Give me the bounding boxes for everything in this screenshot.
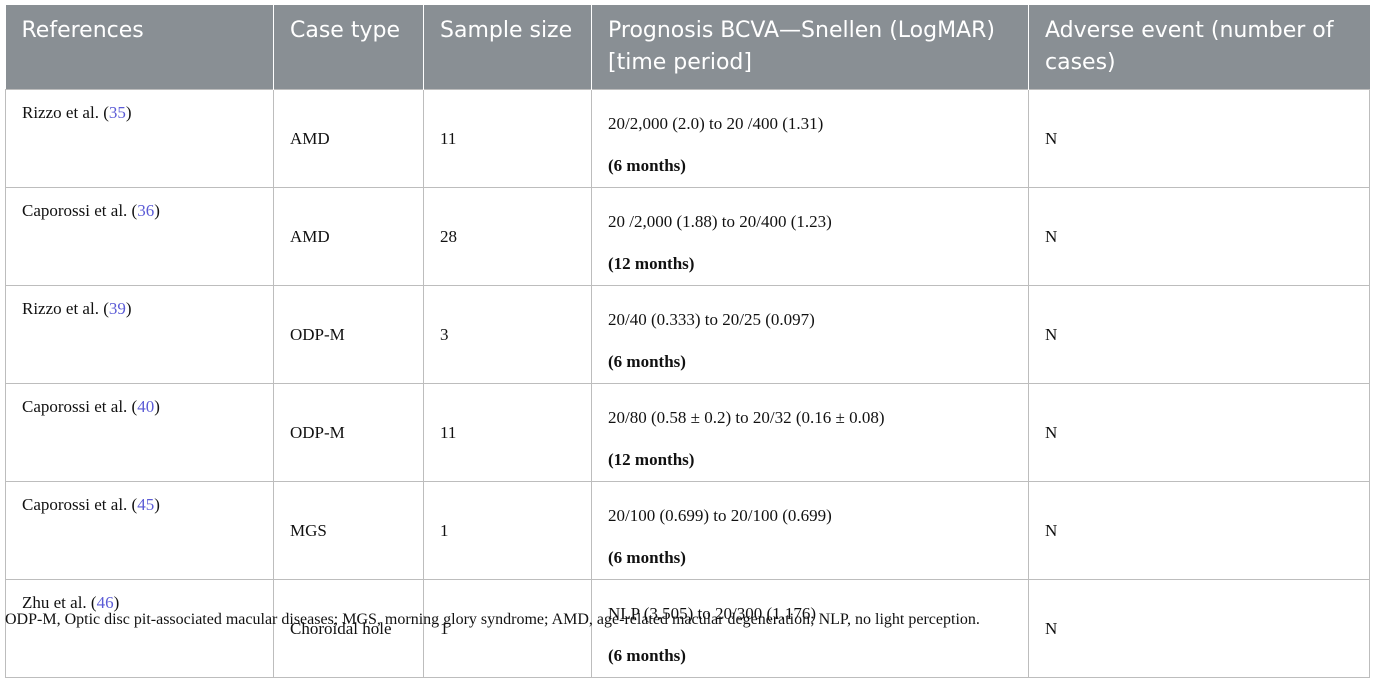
adverse-event-cell: N [1028, 89, 1370, 188]
prognosis-cell: 20 /2,000 (1.88) to 20/400 (1.23) (12 mon… [591, 187, 1029, 286]
bcva-value: NLP (3.505) to 20/300 (1.176) [608, 604, 817, 623]
sample-size-cell: 11 [423, 383, 592, 482]
time-period: (12 months) [608, 450, 695, 469]
time-period: (6 months) [608, 548, 686, 567]
reference-author: Rizzo et al. ( [22, 103, 109, 122]
table-row: Caporossi et al. (40) ODP-M 11 20/80 (0.… [5, 383, 1370, 482]
adverse-event-cell: N [1028, 481, 1370, 580]
citation-link[interactable]: 35 [108, 103, 126, 122]
reference-close: ) [125, 103, 132, 122]
adverse-event-cell: N [1028, 187, 1370, 286]
table-footnote: ODP-M, Optic disc pit-associated macular… [5, 611, 980, 628]
reference-author: Caporossi et al. ( [22, 201, 138, 220]
bcva-value: 20 /2,000 (1.88) to 20/400 (1.23) [608, 212, 832, 231]
bcva-value: 20/80 (0.58 ± 0.2) to 20/32 (0.16 ± 0.08… [608, 408, 885, 427]
header-prognosis: Prognosis BCVA—Snellen (LogMAR) [time pe… [591, 5, 1029, 90]
table-row: Rizzo et al. (35) AMD 11 20/2,000 (2.0) … [5, 89, 1370, 188]
header-row: References Case type Sample size Prognos… [5, 5, 1370, 90]
reference-close: ) [154, 201, 160, 220]
sample-size-cell: 3 [423, 285, 592, 384]
table-row: Rizzo et al. (39) ODP-M 3 20/40 (0.333) … [5, 285, 1370, 384]
reference-author: Caporossi et al. ( [22, 495, 138, 514]
sample-size-cell: 11 [423, 89, 592, 188]
bcva-value: 20/2,000 (2.0) to 20 /400 (1.31) [608, 114, 824, 133]
reference-cell: Rizzo et al. (39) [5, 285, 274, 384]
reference-close: ) [113, 593, 120, 612]
reference-close: ) [125, 299, 132, 318]
prognosis-cell: 20/2,000 (2.0) to 20 /400 (1.31) (6 month… [591, 89, 1029, 188]
prognosis-cell: 20/40 (0.333) to 20/25 (0.097) (6 months) [591, 285, 1029, 384]
table-row: Caporossi et al. (45) MGS 1 20/100 (0.69… [5, 481, 1370, 580]
reference-author: Caporossi et al. ( [22, 397, 138, 416]
citation-link[interactable]: 39 [108, 299, 126, 318]
header-case-type: Case type [273, 5, 424, 90]
reference-close: ) [154, 397, 160, 416]
reference-author: Rizzo et al. ( [22, 299, 109, 318]
adverse-event-cell: N [1028, 383, 1370, 482]
bcva-value: 20/100 (0.699) to 20/100 (0.699) [608, 506, 832, 525]
adverse-event-cell: N [1028, 285, 1370, 384]
citation-link[interactable]: 46 [96, 593, 114, 612]
case-type-cell: MGS [273, 481, 424, 580]
time-period: (6 months) [608, 352, 686, 371]
results-table: References Case type Sample size Prognos… [5, 5, 1370, 678]
reference-close: ) [154, 495, 160, 514]
case-type-cell: ODP-M [273, 383, 424, 482]
citation-link[interactable]: 40 [137, 397, 155, 416]
header-adverse-event: Adverse event (number of cases) [1028, 5, 1370, 90]
time-period: (12 months) [608, 254, 695, 273]
reference-author: Zhu et al. ( [22, 593, 97, 612]
sample-size-cell: 1 [423, 481, 592, 580]
table-row: Caporossi et al. (36) AMD 28 20 /2,000 (… [5, 187, 1370, 286]
case-type-cell: ODP-M [273, 285, 424, 384]
reference-cell: Caporossi et al. (36) [5, 187, 274, 286]
case-type-cell: AMD [273, 187, 424, 286]
reference-cell: Caporossi et al. (45) [5, 481, 274, 580]
prognosis-cell: 20/100 (0.699) to 20/100 (0.699) (6 month… [591, 481, 1029, 580]
citation-link[interactable]: 45 [137, 495, 155, 514]
bcva-value: 20/40 (0.333) to 20/25 (0.097) [608, 310, 815, 329]
sample-size-cell: 28 [423, 187, 592, 286]
case-type-cell: AMD [273, 89, 424, 188]
reference-cell: Rizzo et al. (35) [5, 89, 274, 188]
header-sample-size: Sample size [423, 5, 592, 90]
adverse-event-cell: N [1028, 579, 1370, 678]
prognosis-cell: 20/80 (0.58 ± 0.2) to 20/32 (0.16 ± 0.08… [591, 383, 1029, 482]
time-period: (6 months) [608, 156, 686, 175]
reference-cell: Caporossi et al. (40) [5, 383, 274, 482]
time-period: (6 months) [608, 646, 686, 665]
header-references: References [5, 5, 274, 90]
citation-link[interactable]: 36 [137, 201, 155, 220]
